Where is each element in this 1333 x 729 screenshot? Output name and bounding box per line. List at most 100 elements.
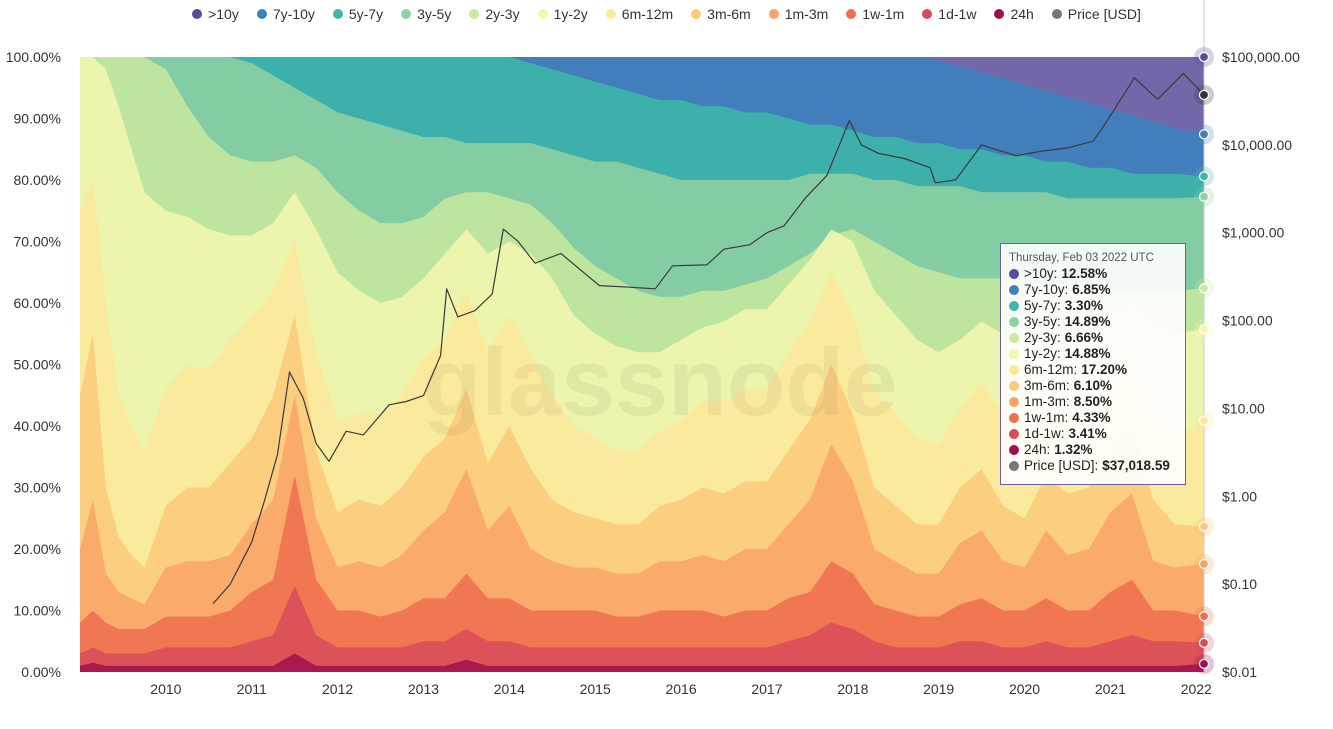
legend-item-1y-2y[interactable]: 1y-2y (537, 6, 588, 22)
legend-dot-icon (332, 9, 343, 19)
x-tick-label: 2012 (322, 681, 353, 697)
tooltip-label: 1m-3m: (1024, 394, 1070, 409)
x-tick-label: 2021 (1095, 681, 1126, 697)
tooltip-value: 14.88% (1064, 346, 1111, 361)
hover-tooltip: Thursday, Feb 03 2022 UTC >10y: 12.58% 7y-… (1000, 243, 1186, 485)
legend-item-6m-12m[interactable]: 6m-12m (605, 6, 674, 22)
x-tick-label: 2011 (237, 681, 267, 697)
tooltip-label: 1y-2y: (1024, 346, 1061, 361)
y-right-tick-label: $1.00 (1222, 488, 1257, 504)
tooltip-value: 1.32% (1054, 442, 1093, 457)
legend-label: 3y-5y (417, 6, 452, 22)
legend-item-7y-10y[interactable]: 7y-10y (256, 6, 315, 22)
y-left-tick-label: 0.00% (21, 664, 61, 680)
price-series (212, 72, 1205, 604)
marker-1w-1m (1194, 606, 1214, 627)
legend-dot-icon (256, 9, 267, 19)
y-right-tick-label: $10.00 (1222, 400, 1265, 416)
legend-label: 1m-3m (784, 6, 829, 22)
tooltip-label: 6m-12m: (1024, 362, 1078, 377)
tooltip-dot-icon (1009, 333, 1019, 343)
marker-price (1194, 84, 1214, 105)
marker-24h (1194, 653, 1214, 674)
marker-3m-6m (1194, 516, 1214, 537)
tooltip-dot-icon (1009, 301, 1019, 311)
band-area-1w-1m (80, 475, 1204, 672)
legend-item-price-usd[interactable]: Price [USD] (1051, 6, 1141, 22)
tooltip-dot-icon (1009, 445, 1019, 455)
y-right-tick-label: $0.10 (1222, 576, 1257, 592)
legend-item-gt10y[interactable]: >10y (192, 6, 239, 22)
x-tick-label: 2016 (665, 681, 696, 697)
legend-item-1m-3m[interactable]: 1m-3m (768, 6, 829, 22)
tooltip-dot-icon (1009, 349, 1019, 359)
tooltip-value: 4.33% (1072, 410, 1111, 425)
legend-label: >10y (208, 6, 239, 22)
chart-legend: >10y 7y-10y 5y-7y 3y-5y 2y-3y 1y-2y 6m-12m 3m-6… (0, 6, 1333, 22)
marker-1d-1w (1194, 632, 1214, 653)
y-right-tick-label: $100,000.00 (1222, 49, 1300, 65)
band-area-1m-3m (80, 395, 1204, 672)
tooltip-label: 7y-10y: (1024, 282, 1069, 297)
tooltip-dot-icon (1009, 269, 1019, 279)
tooltip-label: Price [USD]: (1024, 458, 1099, 473)
legend-dot-icon (605, 9, 616, 19)
tooltip-row-7y-10y: 7y-10y: 6.85% (1009, 282, 1177, 298)
tooltip-row-2y-3y: 2y-3y: 6.66% (1009, 330, 1177, 346)
legend-dot-icon (768, 9, 779, 19)
x-tick-label: 2019 (923, 681, 954, 697)
marker-2y-3y (1194, 278, 1214, 299)
y-left-tick-label: 50.00% (14, 357, 61, 373)
x-tick-label: 2013 (408, 681, 439, 697)
tooltip-dot-icon (1009, 365, 1019, 375)
band-area-24h (80, 653, 1204, 672)
legend-label: 1y-2y (553, 6, 588, 22)
legend-item-5y-7y[interactable]: 5y-7y (332, 6, 383, 22)
y-left-tick-label: 30.00% (14, 480, 61, 496)
marker-gt10y (1194, 47, 1214, 67)
legend-dot-icon (469, 9, 480, 19)
watermark-text: glassnode (423, 329, 898, 436)
tooltip-value: 6.10% (1073, 378, 1113, 393)
legend-label: Price [USD] (1067, 6, 1141, 22)
legend-item-24h[interactable]: 24h (994, 6, 1034, 22)
legend-dot-icon (846, 9, 857, 19)
tooltip-row-1w-1m: 1w-1m: 4.33% (1009, 410, 1177, 426)
y-right-tick-label: $10,000.00 (1222, 137, 1292, 153)
hover-markers (1194, 47, 1214, 674)
legend-item-3m-6m[interactable]: 3m-6m (691, 6, 751, 22)
legend-label: 24h (1010, 6, 1034, 22)
legend-item-1d-1w[interactable]: 1d-1w (922, 6, 976, 22)
legend-item-2y-3y[interactable]: 2y-3y (469, 6, 520, 22)
tooltip-dot-icon (1009, 381, 1019, 391)
tooltip-row-3y-5y: 3y-5y: 14.89% (1009, 314, 1177, 330)
marker-1m-3m (1194, 554, 1214, 575)
legend-label: 6m-12m (621, 6, 674, 22)
tooltip-row-1d-1w: 1d-1w: 3.41% (1009, 426, 1177, 442)
tooltip-label: 3y-5y: (1024, 314, 1061, 329)
tooltip-label: 3m-6m: (1024, 378, 1070, 393)
x-tick-label: 2010 (150, 681, 181, 697)
x-tick-label: 2014 (494, 681, 525, 697)
legend-dot-icon (994, 9, 1005, 19)
tooltip-dot-icon (1009, 461, 1019, 471)
tooltip-value: 12.58% (1061, 266, 1108, 281)
tooltip-dot-icon (1009, 397, 1019, 407)
tooltip-row-gt10y: >10y: 12.58% (1009, 266, 1177, 282)
y-left-tick-label: 100.00% (6, 49, 61, 65)
tooltip-dot-icon (1009, 317, 1019, 327)
marker-7y-10y (1194, 124, 1214, 145)
legend-item-3y-5y[interactable]: 3y-5y (401, 6, 451, 22)
tooltip-row-6m-12m: 6m-12m: 17.20% (1009, 362, 1177, 378)
legend-label: 7y-10y (272, 6, 315, 22)
legend-item-1w-1m[interactable]: 1w-1m (846, 6, 904, 22)
x-tick-label: 2018 (837, 681, 868, 697)
tooltip-row-5y-7y: 5y-7y: 3.30% (1009, 298, 1177, 314)
tooltip-label: 1w-1m: (1024, 410, 1069, 425)
x-tick-label: 2022 (1181, 681, 1212, 697)
band-area-1d-1w (80, 585, 1204, 672)
legend-label: 1d-1w (938, 6, 977, 22)
tooltip-value: 17.20% (1081, 362, 1128, 377)
x-tick-label: 2017 (751, 681, 782, 697)
